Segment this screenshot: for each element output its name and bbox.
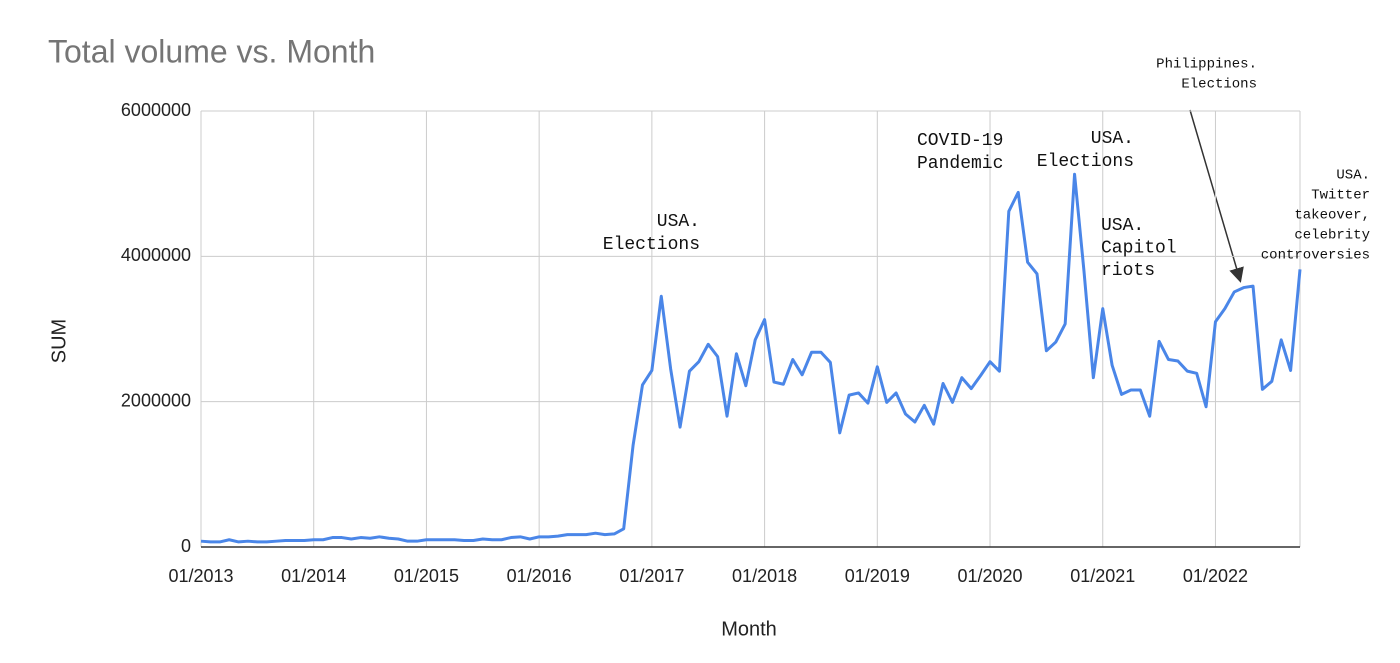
annotation: USA.: [1101, 216, 1144, 236]
annotation: riots: [1101, 261, 1155, 281]
annotation: Philippines.: [1156, 57, 1257, 73]
x-tick-label: 01/2022: [1183, 566, 1248, 586]
x-axis-label: Month: [721, 618, 777, 640]
x-tick-label: 01/2017: [619, 566, 684, 586]
annotation: Pandemic: [917, 154, 1003, 174]
x-tick-label: 01/2018: [732, 566, 797, 586]
annotation: USA.: [657, 212, 700, 232]
x-tick-label: 01/2019: [845, 566, 910, 586]
chart-title: Total volume vs. Month: [48, 33, 375, 69]
x-tick-label: 01/2015: [394, 566, 459, 586]
annotation: Capitol: [1101, 238, 1177, 258]
y-tick-label: 2000000: [121, 390, 191, 410]
x-tick-label: 01/2020: [957, 566, 1022, 586]
y-tick-label: 0: [181, 536, 191, 556]
annotation: Elections: [603, 235, 700, 255]
x-tick-label: 01/2014: [281, 566, 346, 586]
annotation: COVID-19: [917, 131, 1003, 151]
annotation: USA.: [1091, 129, 1134, 149]
y-tick-label: 6000000: [121, 100, 191, 120]
annotation: Elections: [1181, 77, 1257, 93]
annotation: Elections: [1037, 152, 1134, 172]
x-tick-label: 01/2013: [168, 566, 233, 586]
y-axis-label: SUM: [48, 319, 70, 363]
annotation: celebrity: [1294, 228, 1370, 244]
annotation: takeover,: [1294, 208, 1370, 224]
annotation: Twitter: [1311, 188, 1370, 204]
x-tick-label: 01/2021: [1070, 566, 1135, 586]
data-line: [200, 172, 1302, 544]
annotation: USA.: [1336, 168, 1370, 184]
y-tick-label: 4000000: [121, 245, 191, 265]
annotation: controversies: [1261, 248, 1370, 264]
x-tick-label: 01/2016: [507, 566, 572, 586]
